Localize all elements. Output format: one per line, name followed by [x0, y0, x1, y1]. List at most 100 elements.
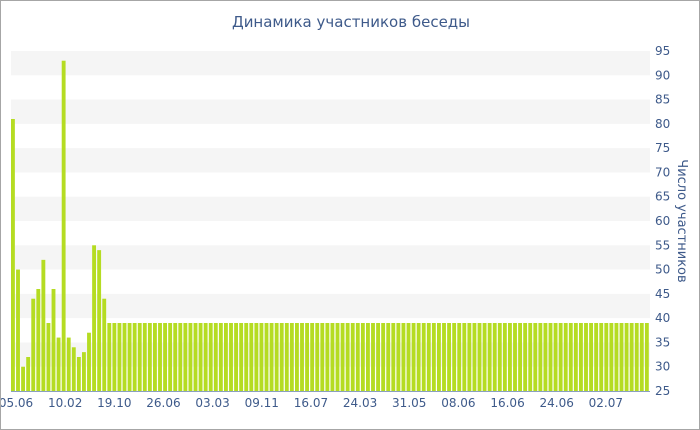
x-tick-label: 02.07 — [589, 396, 623, 410]
y-tick-label: 75 — [655, 141, 670, 155]
bar — [452, 323, 457, 391]
bar — [127, 323, 132, 391]
bar — [76, 357, 81, 391]
bar — [644, 323, 649, 391]
grid-bands — [11, 51, 650, 367]
x-tick-label: 31.05 — [392, 396, 426, 410]
y-tick-label: 80 — [655, 117, 670, 131]
bar — [117, 323, 122, 391]
y-tick-label: 30 — [655, 360, 670, 374]
bar — [543, 323, 548, 391]
y-tick-label: 55 — [655, 238, 670, 252]
bar — [579, 323, 583, 391]
y-tick-label: 85 — [655, 93, 670, 107]
bar — [467, 323, 472, 391]
x-tick-label: 16.07 — [294, 396, 328, 410]
bar — [158, 323, 162, 391]
bar — [457, 323, 462, 391]
y-tick-label: 45 — [655, 287, 670, 301]
bar — [325, 323, 330, 391]
bar — [274, 323, 279, 391]
bar — [487, 323, 492, 391]
bar — [360, 323, 365, 391]
bar — [21, 366, 26, 391]
bar — [26, 357, 31, 391]
bar — [66, 337, 71, 391]
x-tick-label: 16.06 — [490, 396, 524, 410]
bar — [558, 323, 563, 391]
bar — [462, 323, 467, 391]
grid-band — [11, 51, 650, 76]
y-tick-label: 95 — [655, 44, 670, 58]
bar — [634, 323, 639, 391]
bar — [345, 323, 350, 391]
bar — [234, 323, 239, 391]
bar — [269, 323, 274, 391]
bar — [289, 323, 294, 391]
bar — [107, 323, 112, 391]
x-tick-label: 05.06 — [1, 396, 33, 410]
bar — [61, 60, 66, 392]
bar — [614, 323, 619, 391]
bar — [87, 332, 91, 391]
bar — [589, 323, 594, 391]
bar — [381, 323, 386, 391]
bar — [203, 323, 208, 391]
bar — [401, 323, 406, 391]
bar — [305, 323, 310, 391]
bar — [229, 323, 233, 391]
bar — [563, 323, 568, 391]
bar — [142, 323, 147, 391]
bar — [366, 323, 370, 391]
y-tick-label: 25 — [655, 384, 670, 398]
bar — [244, 323, 249, 391]
bar — [147, 323, 152, 391]
bar — [208, 323, 213, 391]
bar — [533, 323, 538, 391]
x-tick-label: 24.06 — [540, 396, 574, 410]
bar — [497, 323, 502, 391]
bar — [426, 323, 431, 391]
y-tick-label: 70 — [655, 165, 670, 179]
bar — [406, 323, 411, 391]
bar — [168, 323, 173, 391]
bar — [137, 323, 142, 391]
bar-series — [11, 60, 649, 392]
bar — [482, 323, 487, 391]
bar — [239, 323, 244, 391]
bar — [122, 323, 127, 391]
bar — [548, 323, 553, 391]
bar — [355, 323, 360, 391]
bar — [279, 323, 284, 391]
bar — [431, 323, 436, 391]
bar — [619, 323, 624, 391]
chart-title: Динамика участников беседы — [231, 13, 471, 31]
x-tick-label: 03.03 — [195, 396, 229, 410]
bar — [371, 323, 375, 391]
grid-band — [11, 196, 650, 221]
x-tick-label: 10.02 — [48, 396, 82, 410]
bar — [112, 323, 117, 391]
bar — [477, 323, 482, 391]
bar — [132, 323, 137, 391]
bar — [97, 250, 102, 391]
bar — [183, 323, 188, 391]
bar — [518, 323, 523, 391]
bar — [11, 119, 15, 391]
y-tick-label: 35 — [655, 335, 670, 349]
x-tick-label: 24.03 — [343, 396, 377, 410]
x-axis-ticks: 05.06 10.02 19.10 26.06 03.03 09.11 16.07 24.03… — [1, 396, 623, 410]
bar — [416, 323, 421, 391]
bar — [538, 323, 543, 391]
bar — [599, 323, 604, 391]
grid-band — [11, 99, 650, 124]
bar — [447, 323, 452, 391]
bar — [82, 352, 86, 391]
bar — [300, 323, 304, 391]
bar — [508, 323, 512, 391]
bar — [421, 323, 426, 391]
bar — [513, 323, 517, 391]
bar — [386, 323, 391, 391]
y-tick-label: 40 — [655, 311, 670, 325]
